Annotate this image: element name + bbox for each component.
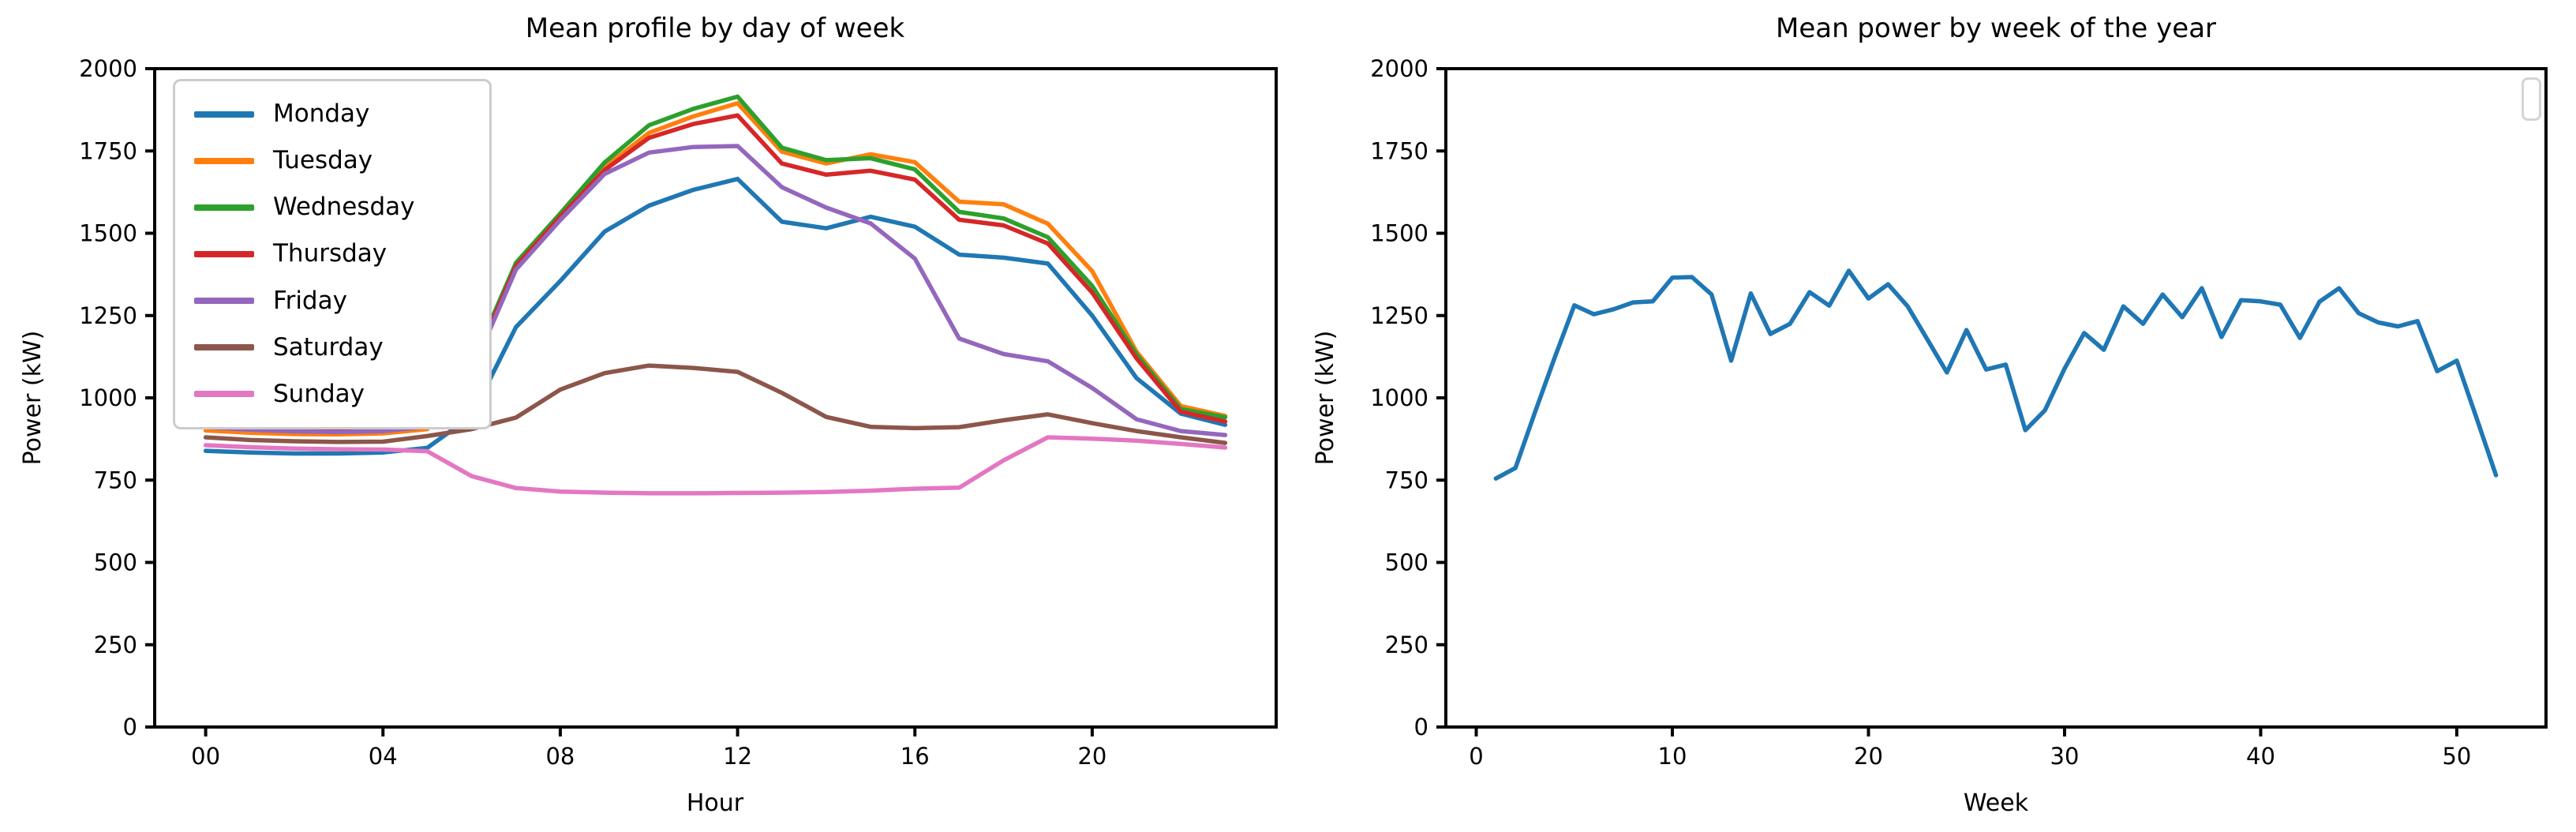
- x-tick-label: 00: [191, 743, 220, 770]
- legend-row: Sunday: [194, 379, 481, 408]
- legend-line-swatch: [194, 391, 254, 398]
- legend-line-swatch: [194, 111, 254, 118]
- legend-label: Saturday: [273, 332, 384, 362]
- y-tick-label: 1500: [1370, 220, 1428, 247]
- x-tick-label: 20: [1077, 743, 1106, 770]
- axes-frame: [1444, 67, 2548, 729]
- x-tick-label: 30: [2050, 743, 2080, 770]
- y-tick-label: 250: [1385, 631, 1428, 658]
- x-tick-label: 08: [545, 743, 575, 770]
- legend-line-swatch: [194, 204, 254, 211]
- x-axis-label: Week: [1963, 789, 2029, 817]
- x-tick-label: 50: [2442, 743, 2471, 770]
- x-tick-label: 40: [2246, 743, 2275, 770]
- legend-line-swatch: [194, 157, 254, 164]
- x-tick-label: 0: [1469, 743, 1483, 770]
- x-tick-label: 20: [1854, 743, 1883, 770]
- y-tick-label: 750: [1385, 467, 1428, 493]
- legend-label: Sunday: [273, 379, 365, 408]
- x-tick-label: 16: [900, 743, 930, 770]
- legend-row: Thursday: [194, 242, 481, 266]
- chart-title: Mean power by week of the year: [1775, 13, 2217, 44]
- legend-label: Wednesday: [273, 193, 415, 222]
- legend-row: Saturday: [194, 335, 481, 360]
- x-axis-label: Hour: [686, 789, 744, 817]
- series-line-monday: [203, 176, 1228, 456]
- y-tick-label: 2000: [79, 55, 137, 82]
- legend-label: Thursday: [273, 239, 388, 268]
- x-tick-label: 12: [723, 743, 752, 770]
- series-line-sunday: [203, 435, 1228, 496]
- series-line-friday: [203, 144, 1228, 437]
- y-tick-label: 2000: [1370, 55, 1428, 82]
- x-tick-label: 10: [1658, 743, 1687, 770]
- y-tick-label: 1000: [1370, 384, 1428, 411]
- y-tick-label: 500: [1385, 549, 1428, 576]
- legend-row: Friday: [194, 286, 481, 315]
- legend-line-swatch: [194, 298, 254, 305]
- legend-row: Wednesday: [194, 195, 481, 219]
- legend-label: Monday: [273, 99, 370, 129]
- axes-frame: [153, 67, 1278, 729]
- legend-row: Monday: [194, 102, 481, 126]
- y-tick-label: 750: [94, 467, 137, 493]
- x-tick-label: 04: [369, 743, 398, 770]
- series-line: [1493, 268, 2499, 481]
- chart-title: Mean profile by day of week: [525, 13, 905, 44]
- legend-row: Tuesday: [194, 148, 481, 173]
- y-tick-label: 1000: [79, 384, 137, 411]
- y-tick-label: 500: [94, 549, 137, 576]
- y-tick-label: 1750: [1370, 137, 1428, 164]
- y-tick-label: 1500: [79, 220, 137, 247]
- series-line-saturday: [203, 363, 1228, 445]
- y-tick-label: 1750: [79, 137, 137, 164]
- empty-legend-box: [2522, 77, 2541, 121]
- y-tick-label: 250: [94, 631, 137, 658]
- y-tick-label: 1250: [79, 302, 137, 329]
- legend-label: Friday: [273, 286, 347, 315]
- legend-label: Tuesday: [273, 146, 373, 175]
- y-tick-label: 0: [1414, 714, 1428, 740]
- series-line-tuesday: [203, 101, 1228, 437]
- y-tick-label: 0: [123, 714, 137, 740]
- legend-line-swatch: [194, 250, 254, 257]
- legend: Monday Tuesday Wednesday Thursday Friday Satu…: [173, 79, 492, 429]
- y-tick-label: 1250: [1370, 302, 1428, 329]
- legend-line-swatch: [194, 344, 254, 351]
